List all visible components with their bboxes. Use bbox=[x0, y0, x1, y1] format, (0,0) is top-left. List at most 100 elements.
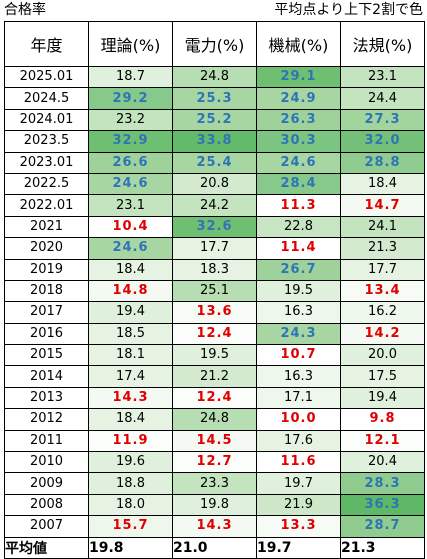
rate-cell-denryoku: 18.3 bbox=[172, 258, 257, 281]
year-cell: 2022.01 bbox=[4, 194, 89, 217]
year-cell: 2021 bbox=[4, 215, 89, 239]
rate-cell-denryoku: 24.8 bbox=[172, 408, 257, 431]
rate-cell-riron: 18.1 bbox=[88, 344, 173, 367]
year-cell: 2014 bbox=[4, 365, 89, 388]
rate-cell-riron: 19.6 bbox=[88, 451, 173, 474]
year-cell: 2015 bbox=[4, 344, 89, 367]
year-cell: 2023.5 bbox=[4, 130, 89, 153]
rate-cell-denryoku: 25.4 bbox=[172, 151, 257, 174]
rate-cell-riron: 14.3 bbox=[88, 386, 173, 410]
rate-cell-kikai: 17.6 bbox=[256, 429, 341, 453]
rate-cell-kikai: 10.0 bbox=[256, 408, 341, 431]
rate-cell-kikai: 29.1 bbox=[256, 65, 341, 89]
rate-cell-riron: 18.7 bbox=[88, 65, 173, 89]
table-row: 2011 11.9 14.5 17.6 12.1 bbox=[4, 429, 425, 453]
year-cell: 2024.01 bbox=[4, 108, 89, 132]
table-row: 2016 18.5 12.4 24.3 14.2 bbox=[4, 322, 425, 346]
rate-cell-denryoku: 33.8 bbox=[172, 130, 257, 153]
rate-cell-denryoku: 12.4 bbox=[172, 386, 257, 410]
rate-cell-denryoku: 25.3 bbox=[172, 87, 257, 110]
table-row: 2013 14.3 12.4 17.1 19.4 bbox=[4, 386, 425, 410]
rate-cell-denryoku: 25.2 bbox=[172, 108, 257, 132]
table-caption: 合格率 bbox=[4, 2, 46, 18]
rate-cell-riron: 11.9 bbox=[88, 429, 173, 453]
average-denryoku: 21.0 bbox=[172, 536, 257, 559]
rate-cell-kikai: 24.3 bbox=[256, 322, 341, 346]
header-year: 年度 bbox=[4, 21, 89, 67]
year-cell: 2024.5 bbox=[4, 87, 89, 110]
year-cell: 2025.01 bbox=[4, 65, 89, 89]
rate-cell-riron: 14.8 bbox=[88, 279, 173, 303]
rate-cell-riron: 26.6 bbox=[88, 151, 173, 174]
rate-cell-houki: 24.1 bbox=[340, 215, 425, 239]
rate-cell-denryoku: 12.7 bbox=[172, 451, 257, 474]
rate-cell-houki: 17.7 bbox=[340, 258, 425, 281]
rate-cell-kikai: 24.6 bbox=[256, 151, 341, 174]
rate-cell-riron: 18.5 bbox=[88, 322, 173, 346]
table-row: 2014 17.4 21.2 16.3 17.5 bbox=[4, 365, 425, 388]
rate-cell-riron: 18.8 bbox=[88, 472, 173, 495]
table-row: 2023.5 32.9 33.8 30.3 32.0 bbox=[4, 130, 425, 153]
rate-cell-kikai: 21.9 bbox=[256, 493, 341, 517]
rate-cell-houki: 20.0 bbox=[340, 344, 425, 367]
header-denryoku: 電力(%) bbox=[172, 21, 257, 67]
table-row: 2019 18.4 18.3 26.7 17.7 bbox=[4, 258, 425, 281]
pass-rate-table: 年度 理論(%) 電力(%) 機械(%) 法規(%) 2025.01 18.7 24… bbox=[4, 21, 425, 559]
year-cell: 2010 bbox=[4, 451, 89, 474]
average-row: 平均値 19.8 21.0 19.7 21.3 bbox=[4, 536, 425, 559]
year-cell: 2012 bbox=[4, 408, 89, 431]
rate-cell-denryoku: 12.4 bbox=[172, 322, 257, 346]
rate-cell-houki: 14.7 bbox=[340, 194, 425, 217]
rate-cell-denryoku: 14.3 bbox=[172, 515, 257, 538]
average-label: 平均値 bbox=[4, 536, 89, 559]
rate-cell-houki: 17.5 bbox=[340, 365, 425, 388]
year-cell: 2023.01 bbox=[4, 151, 89, 174]
rate-cell-riron: 15.7 bbox=[88, 515, 173, 538]
rate-cell-houki: 16.2 bbox=[340, 301, 425, 324]
rate-cell-kikai: 13.3 bbox=[256, 515, 341, 538]
header-row: 年度 理論(%) 電力(%) 機械(%) 法規(%) bbox=[4, 21, 425, 67]
year-cell: 2019 bbox=[4, 258, 89, 281]
rate-cell-houki: 18.4 bbox=[340, 172, 425, 196]
year-cell: 2009 bbox=[4, 472, 89, 495]
table-body: 2025.01 18.7 24.8 29.1 23.1 2024.5 29.2 25.3 24.… bbox=[4, 65, 425, 538]
table-row: 2015 18.1 19.5 10.7 20.0 bbox=[4, 344, 425, 367]
table-row: 2007 15.7 14.3 13.3 28.7 bbox=[4, 515, 425, 538]
rate-cell-denryoku: 24.8 bbox=[172, 65, 257, 89]
rate-cell-riron: 10.4 bbox=[88, 215, 173, 239]
rate-cell-houki: 28.8 bbox=[340, 151, 425, 174]
rate-cell-denryoku: 25.1 bbox=[172, 279, 257, 303]
table-row: 2023.01 26.6 25.4 24.6 28.8 bbox=[4, 151, 425, 174]
rate-cell-kikai: 16.3 bbox=[256, 301, 341, 324]
rate-cell-kikai: 19.5 bbox=[256, 279, 341, 303]
table-row: 2020 24.6 17.7 11.4 21.3 bbox=[4, 237, 425, 260]
rate-cell-kikai: 24.9 bbox=[256, 87, 341, 110]
average-riron: 19.8 bbox=[88, 536, 173, 559]
rate-cell-denryoku: 14.5 bbox=[172, 429, 257, 453]
average-kikai: 19.7 bbox=[256, 536, 341, 559]
table-row: 2025.01 18.7 24.8 29.1 23.1 bbox=[4, 65, 425, 89]
rate-cell-houki: 36.3 bbox=[340, 493, 425, 517]
rate-cell-houki: 14.2 bbox=[340, 322, 425, 346]
rate-cell-riron: 18.4 bbox=[88, 408, 173, 431]
average-houki: 21.3 bbox=[340, 536, 425, 559]
table-row: 2008 18.0 19.8 21.9 36.3 bbox=[4, 493, 425, 517]
rate-cell-kikai: 28.4 bbox=[256, 172, 341, 196]
rate-cell-denryoku: 13.6 bbox=[172, 301, 257, 324]
rate-cell-denryoku: 23.3 bbox=[172, 472, 257, 495]
rate-cell-houki: 19.4 bbox=[340, 386, 425, 410]
table-row: 2024.5 29.2 25.3 24.9 24.4 bbox=[4, 87, 425, 110]
color-legend-note: 平均点より上下2割で色 bbox=[274, 2, 423, 18]
rate-cell-kikai: 22.8 bbox=[256, 215, 341, 239]
year-cell: 2017 bbox=[4, 301, 89, 324]
table-row: 2018 14.8 25.1 19.5 13.4 bbox=[4, 279, 425, 303]
rate-cell-denryoku: 32.6 bbox=[172, 215, 257, 239]
rate-cell-houki: 20.4 bbox=[340, 451, 425, 474]
rate-cell-riron: 24.6 bbox=[88, 237, 173, 260]
rate-cell-houki: 21.3 bbox=[340, 237, 425, 260]
year-cell: 2020 bbox=[4, 237, 89, 260]
table-row: 2017 19.4 13.6 16.3 16.2 bbox=[4, 301, 425, 324]
year-cell: 2007 bbox=[4, 515, 89, 538]
year-cell: 2011 bbox=[4, 429, 89, 453]
rate-cell-houki: 23.1 bbox=[340, 65, 425, 89]
